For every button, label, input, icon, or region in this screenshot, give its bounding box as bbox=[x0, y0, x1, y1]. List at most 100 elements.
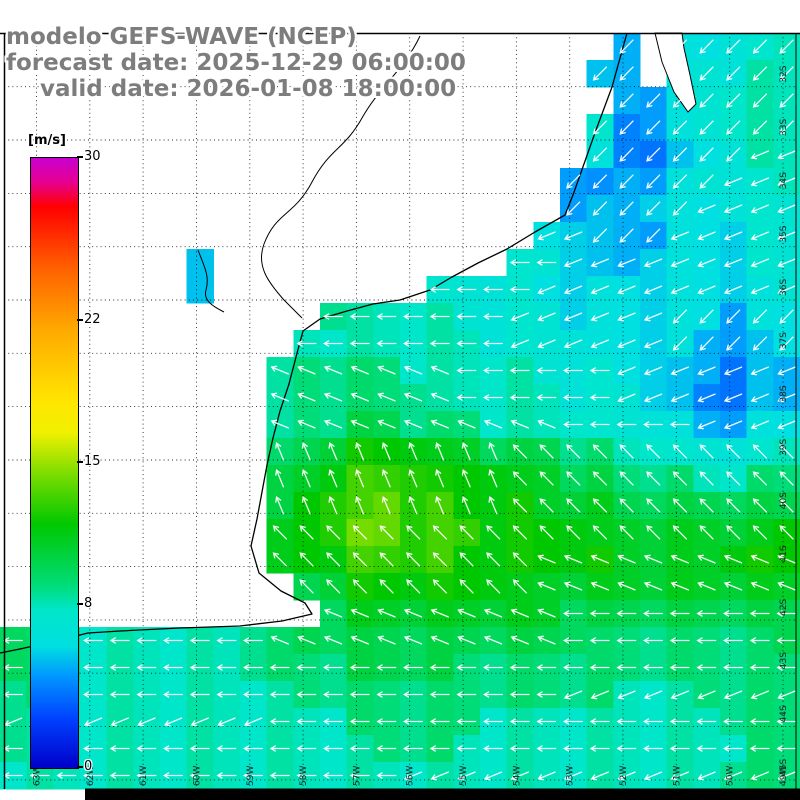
wind-arrow bbox=[672, 336, 688, 351]
wind-arrow bbox=[617, 312, 636, 322]
lon-label: 59W bbox=[246, 766, 256, 786]
wind-arrow bbox=[83, 772, 103, 779]
wind-arrow bbox=[590, 339, 609, 349]
wind-arrow bbox=[672, 93, 688, 108]
wind-arrow bbox=[726, 93, 741, 108]
wind-arrow bbox=[83, 745, 103, 752]
wind-arrow bbox=[270, 419, 289, 429]
wind-arrow bbox=[699, 93, 714, 108]
wind-arrow bbox=[136, 664, 157, 671]
wind-arrow bbox=[109, 772, 130, 779]
wind-arrow bbox=[777, 204, 796, 214]
wind-arrow bbox=[619, 147, 634, 162]
wind-arrow bbox=[109, 664, 130, 671]
wind-arrow bbox=[376, 313, 397, 320]
wind-arrow bbox=[461, 442, 471, 461]
wind-arrow bbox=[456, 313, 477, 320]
lat-label: 45S bbox=[779, 758, 789, 775]
wind-arrow bbox=[643, 664, 663, 671]
wind-arrow bbox=[483, 367, 503, 374]
wind-arrow bbox=[752, 498, 768, 513]
wind-arrow bbox=[323, 365, 343, 375]
wind-arrow bbox=[381, 496, 391, 515]
lon-label: 51W bbox=[672, 766, 682, 786]
wind-arrow bbox=[297, 392, 316, 402]
wind-arrow bbox=[83, 637, 103, 644]
wind-arrow bbox=[592, 120, 608, 135]
wind-arrow bbox=[699, 174, 714, 189]
wind-arrow bbox=[670, 231, 689, 241]
wind-arrow bbox=[110, 717, 129, 727]
wind-arrow bbox=[355, 442, 365, 461]
wind-arrow bbox=[563, 339, 583, 349]
wind-arrow bbox=[672, 309, 688, 324]
wind-arrow bbox=[189, 664, 210, 671]
wind-arrow bbox=[726, 444, 741, 459]
wind-speed-cell bbox=[186, 249, 214, 277]
wind-arrow bbox=[726, 309, 741, 324]
wind-arrow bbox=[592, 174, 608, 189]
wind-arrow bbox=[376, 340, 397, 347]
wind-arrow bbox=[669, 637, 690, 644]
wind-arrow bbox=[616, 637, 637, 644]
wind-arrow bbox=[509, 718, 530, 725]
wind-arrow bbox=[617, 554, 636, 564]
wind-arrow bbox=[430, 392, 449, 402]
wind-arrow bbox=[136, 637, 157, 644]
wind-arrow bbox=[408, 496, 418, 515]
wind-arrow bbox=[779, 39, 794, 54]
wind-arrow bbox=[566, 498, 581, 513]
wind-arrow bbox=[243, 772, 263, 779]
wind-arrow bbox=[590, 771, 609, 781]
wind-arrow bbox=[483, 340, 503, 347]
wind-arrow bbox=[349, 664, 370, 671]
wind-arrow bbox=[670, 581, 689, 591]
wind-arrow bbox=[328, 442, 338, 461]
wind-arrow bbox=[430, 635, 449, 645]
wind-arrow bbox=[750, 554, 769, 564]
wind-arrow bbox=[777, 231, 796, 241]
wind-arrow bbox=[592, 147, 608, 162]
wind-arrow bbox=[483, 691, 503, 698]
wind-arrow bbox=[646, 174, 661, 189]
wind-arrow bbox=[723, 231, 743, 241]
wind-arrow bbox=[512, 444, 528, 459]
lat-label: 41S bbox=[779, 545, 789, 562]
wind-arrow bbox=[590, 690, 609, 700]
wind-arrow bbox=[699, 120, 714, 135]
wind-arrow bbox=[592, 525, 608, 540]
wind-arrow bbox=[323, 691, 343, 698]
wind-arrow bbox=[512, 498, 528, 513]
wind-arrow bbox=[750, 177, 769, 187]
wind-arrow bbox=[672, 174, 688, 189]
wind-arrow bbox=[539, 525, 554, 540]
wind-arrow bbox=[512, 552, 528, 567]
wind-arrow bbox=[243, 745, 263, 752]
wind-arrow bbox=[723, 554, 743, 564]
wind-arrow bbox=[216, 745, 237, 752]
lon-label: 57W bbox=[352, 766, 362, 786]
wind-arrow bbox=[723, 718, 743, 725]
wind-arrow bbox=[563, 718, 583, 725]
wind-arrow bbox=[429, 691, 450, 698]
wind-arrow bbox=[512, 579, 528, 594]
wind-arrow bbox=[377, 392, 396, 402]
wind-arrow bbox=[670, 690, 689, 700]
wind-arrow bbox=[617, 690, 636, 700]
wind-arrow bbox=[269, 772, 290, 779]
wind-arrow bbox=[779, 525, 794, 540]
wind-arrow bbox=[672, 525, 688, 540]
wind-arrow bbox=[83, 664, 103, 671]
wind-arrow bbox=[589, 718, 610, 725]
wind-arrow bbox=[509, 691, 530, 698]
wind-arrow bbox=[697, 420, 716, 430]
wind-arrow bbox=[456, 691, 477, 698]
river-line bbox=[260, 35, 421, 319]
wind-arrow bbox=[643, 258, 663, 268]
wind-arrow bbox=[672, 471, 688, 486]
wind-arrow bbox=[617, 581, 636, 591]
wind-arrow bbox=[275, 496, 285, 515]
wind-arrow bbox=[488, 496, 498, 515]
wind-arrow bbox=[299, 552, 314, 567]
wind-arrow bbox=[350, 392, 369, 402]
